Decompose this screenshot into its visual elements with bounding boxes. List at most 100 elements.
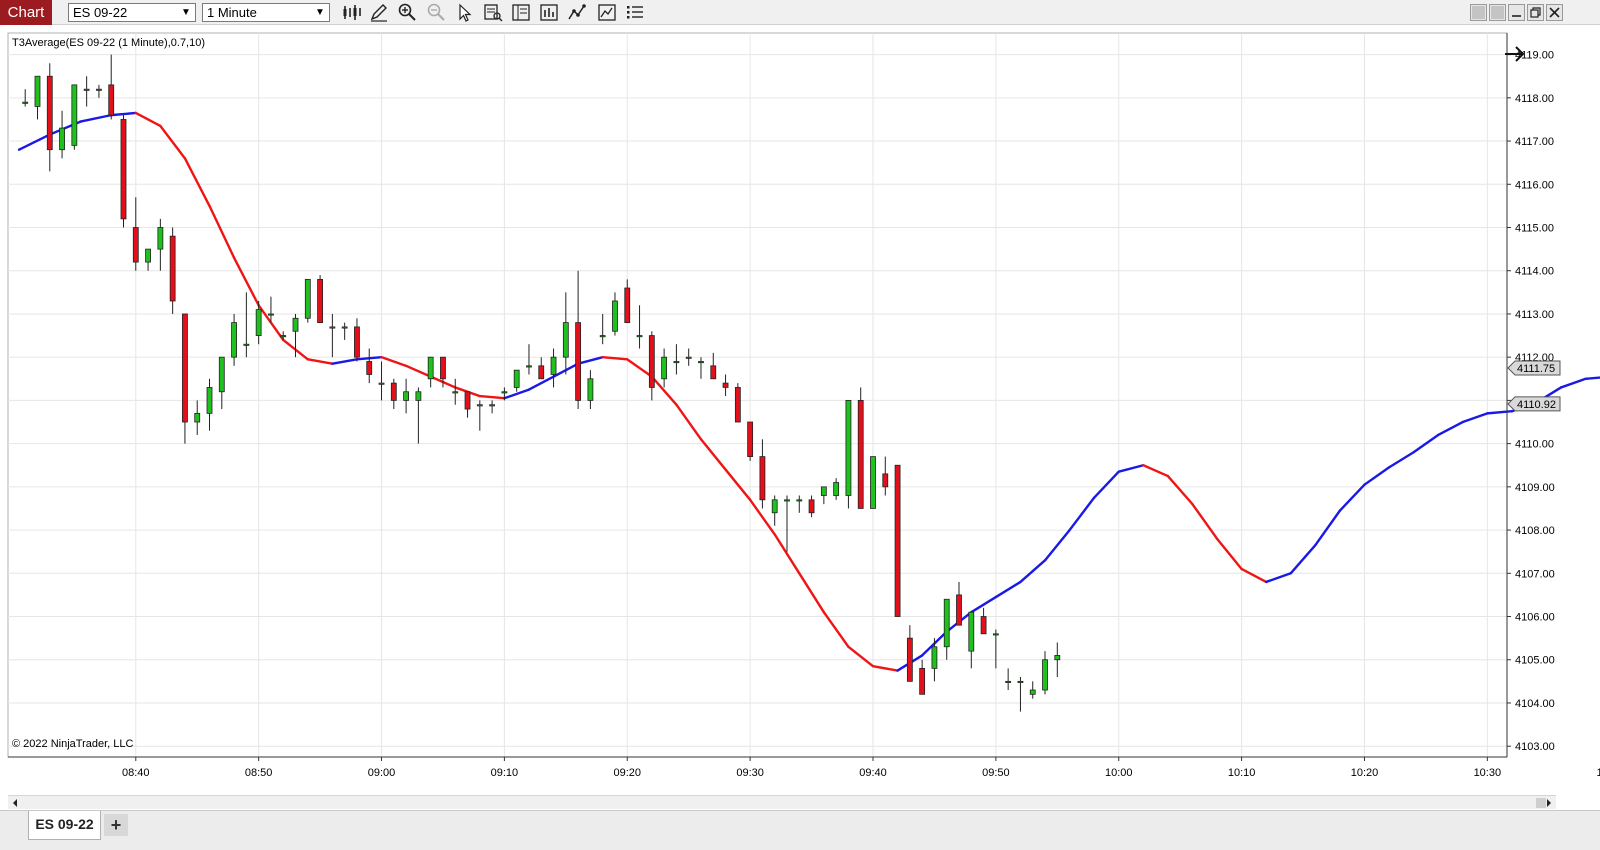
t3-segment <box>724 468 752 502</box>
candle-body <box>538 365 545 380</box>
t3-segment <box>1412 433 1440 454</box>
y-tick-label: 4114.00 <box>1515 266 1554 278</box>
close-icon[interactable] <box>1546 4 1563 21</box>
t3-segment <box>650 375 678 406</box>
pointer-icon[interactable] <box>453 2 475 23</box>
candle-body <box>906 637 913 682</box>
candle-body <box>673 361 680 364</box>
t3-segment <box>478 394 506 400</box>
candle-body <box>587 378 594 401</box>
candle-body <box>403 391 409 401</box>
candle <box>169 227 176 314</box>
candle <box>71 84 78 150</box>
candle <box>562 292 569 375</box>
arrow-right-icon[interactable] <box>1505 46 1525 62</box>
candle-body <box>501 391 508 394</box>
x-tick-label: 09:00 <box>368 767 396 779</box>
candle-body <box>808 499 815 514</box>
candle-body <box>427 356 434 380</box>
scroll-right-icon[interactable] <box>1547 799 1551 807</box>
t3-segment <box>1338 483 1366 512</box>
tile-icon[interactable] <box>1489 4 1506 21</box>
t3-segment <box>626 358 654 378</box>
candle-body <box>415 391 422 401</box>
candle <box>132 197 139 271</box>
candle-body <box>476 404 483 407</box>
candle <box>575 270 582 410</box>
candle <box>489 400 496 414</box>
instrument-selector[interactable]: ES 09-22 ▼ <box>68 3 196 22</box>
candle-body <box>218 356 225 393</box>
candle <box>820 486 827 505</box>
candle-body <box>452 391 459 394</box>
t3-segment <box>773 533 801 575</box>
candle <box>784 495 790 552</box>
tab-es-09-22[interactable]: ES 09-22 <box>28 811 101 840</box>
strategies-icon[interactable] <box>566 2 588 23</box>
tile-icon[interactable] <box>1470 4 1487 21</box>
scroll-thumb[interactable] <box>1536 798 1546 808</box>
zoom-in-icon[interactable] <box>396 2 418 23</box>
price-chart[interactable]: 4119.00 4118.00 4117.00 4116.00 4115.00 4114.… <box>0 25 1600 795</box>
minimize-icon[interactable] <box>1508 4 1525 21</box>
candle <box>808 495 815 518</box>
chart-title-tab[interactable]: Chart <box>0 0 52 25</box>
t3-segment <box>1092 470 1120 499</box>
candle-body <box>206 387 213 414</box>
interval-selector[interactable]: 1 Minute ▼ <box>202 3 330 22</box>
last-price-marker-box <box>1507 360 1561 376</box>
candle-body <box>550 356 557 375</box>
properties-icon[interactable] <box>510 2 532 23</box>
candle-body <box>157 227 164 250</box>
candle-body <box>366 361 373 375</box>
candle-body <box>59 127 65 151</box>
candle <box>636 305 643 349</box>
y-tick-label: 4116.00 <box>1515 179 1554 191</box>
candle <box>513 369 520 392</box>
t3-segment <box>232 256 260 307</box>
data-box-icon[interactable] <box>482 2 504 23</box>
list-icon[interactable] <box>624 2 646 23</box>
t3-segment <box>208 204 236 259</box>
candle <box>1005 668 1012 691</box>
candle <box>857 387 864 509</box>
t3-segment <box>1363 466 1391 486</box>
candle <box>464 391 471 418</box>
candle-body <box>919 667 926 695</box>
scroll-left-icon[interactable] <box>13 799 17 807</box>
candle <box>747 421 754 461</box>
candle-body <box>980 616 987 635</box>
candle <box>317 275 323 323</box>
candle <box>34 75 41 120</box>
bar-type-icon[interactable] <box>341 2 363 23</box>
x-tick-label: 10:10 <box>1228 767 1256 779</box>
candle-body <box>292 317 299 332</box>
candle-body <box>624 287 631 324</box>
restore-icon[interactable] <box>1527 4 1544 21</box>
y-tick-label: 4110.00 <box>1515 439 1554 451</box>
candle-body <box>698 361 704 364</box>
t3-segment <box>1117 464 1145 473</box>
t3-segment <box>1289 544 1317 575</box>
candle <box>882 456 889 496</box>
t3-segment <box>1461 412 1489 424</box>
candle-body <box>771 499 778 514</box>
templates-icon[interactable] <box>596 2 618 23</box>
indicators-icon[interactable] <box>538 2 560 23</box>
candle <box>894 464 901 617</box>
candle-body <box>685 356 692 359</box>
candle-body <box>378 382 385 385</box>
candle-body <box>575 322 582 401</box>
draw-pencil-icon[interactable] <box>368 2 390 23</box>
candle <box>108 54 115 120</box>
candle <box>587 370 594 410</box>
y-tick-label: 4119.00 <box>1515 50 1554 62</box>
zoom-out-icon[interactable] <box>425 2 447 23</box>
candle-body <box>943 598 950 648</box>
candle-body <box>329 326 336 329</box>
candle-body <box>341 326 348 329</box>
chart-tab-bar: ES 09-22 + <box>0 810 1600 850</box>
add-tab-button[interactable]: + <box>104 814 128 836</box>
horizontal-scrollbar[interactable] <box>8 795 1556 809</box>
t3-segment <box>527 375 555 391</box>
